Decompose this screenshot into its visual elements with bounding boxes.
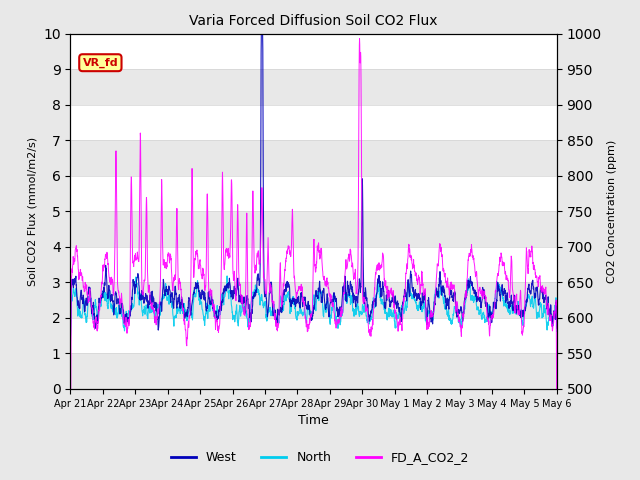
Title: Varia Forced Diffusion Soil CO2 Flux: Varia Forced Diffusion Soil CO2 Flux (189, 14, 438, 28)
Bar (70, 140, 557, 176)
Text: VR_fd: VR_fd (83, 58, 118, 68)
Bar (70, 282, 557, 318)
Legend: West, North, FD_A_CO2_2: West, North, FD_A_CO2_2 (166, 446, 474, 469)
Y-axis label: CO2 Concentration (ppm): CO2 Concentration (ppm) (607, 140, 617, 283)
Bar (70, 353, 557, 389)
Bar (70, 211, 557, 247)
X-axis label: Time: Time (298, 414, 329, 427)
Y-axis label: Soil CO2 Flux (mmol/m2/s): Soil CO2 Flux (mmol/m2/s) (28, 137, 38, 286)
Bar (70, 69, 557, 105)
